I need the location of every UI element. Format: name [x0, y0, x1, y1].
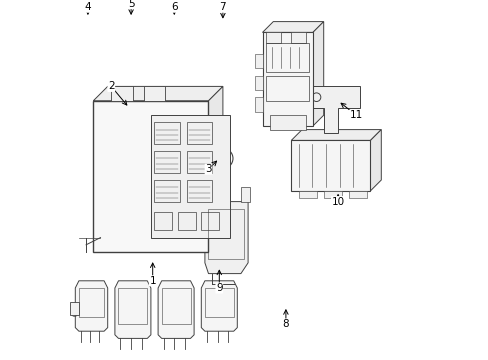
- Polygon shape: [291, 130, 381, 140]
- Text: 11: 11: [349, 110, 362, 120]
- Text: 9: 9: [216, 283, 222, 293]
- Bar: [186, 180, 212, 202]
- Polygon shape: [93, 86, 223, 101]
- Text: 1: 1: [149, 276, 156, 286]
- Bar: [162, 288, 190, 324]
- Bar: [348, 191, 366, 198]
- Bar: [204, 288, 233, 317]
- Text: 2: 2: [108, 81, 114, 91]
- Text: 10: 10: [331, 197, 344, 207]
- Bar: [298, 191, 316, 198]
- Bar: [255, 54, 262, 68]
- Polygon shape: [201, 281, 237, 331]
- Bar: [79, 288, 104, 317]
- Bar: [154, 212, 172, 230]
- Polygon shape: [312, 22, 323, 126]
- Polygon shape: [302, 86, 359, 133]
- Bar: [265, 32, 280, 43]
- Bar: [118, 288, 147, 324]
- Text: 5: 5: [127, 0, 134, 9]
- Bar: [186, 151, 212, 173]
- Bar: [154, 180, 179, 202]
- Bar: [323, 191, 341, 198]
- Text: 3: 3: [205, 164, 211, 174]
- Bar: [269, 115, 305, 130]
- Bar: [255, 76, 262, 90]
- Bar: [186, 122, 212, 144]
- Polygon shape: [158, 281, 194, 338]
- Bar: [93, 101, 208, 252]
- Polygon shape: [262, 22, 323, 32]
- Bar: [201, 212, 219, 230]
- Bar: [208, 209, 244, 259]
- Bar: [151, 115, 230, 238]
- Polygon shape: [370, 130, 381, 191]
- Bar: [154, 122, 179, 144]
- Text: 4: 4: [84, 2, 91, 12]
- Bar: [241, 187, 249, 202]
- Bar: [265, 43, 309, 72]
- Polygon shape: [204, 202, 247, 274]
- Text: 8: 8: [282, 319, 288, 329]
- Text: 6: 6: [171, 2, 177, 12]
- Bar: [143, 86, 165, 101]
- Bar: [291, 140, 370, 191]
- Bar: [178, 212, 196, 230]
- Bar: [154, 151, 179, 173]
- Bar: [262, 32, 312, 126]
- Bar: [265, 76, 309, 101]
- Bar: [255, 97, 262, 112]
- Polygon shape: [208, 86, 223, 252]
- Bar: [291, 32, 305, 43]
- Bar: [70, 302, 79, 315]
- Text: 7: 7: [219, 2, 226, 12]
- Polygon shape: [115, 281, 151, 338]
- Bar: [111, 86, 133, 101]
- Polygon shape: [75, 281, 107, 331]
